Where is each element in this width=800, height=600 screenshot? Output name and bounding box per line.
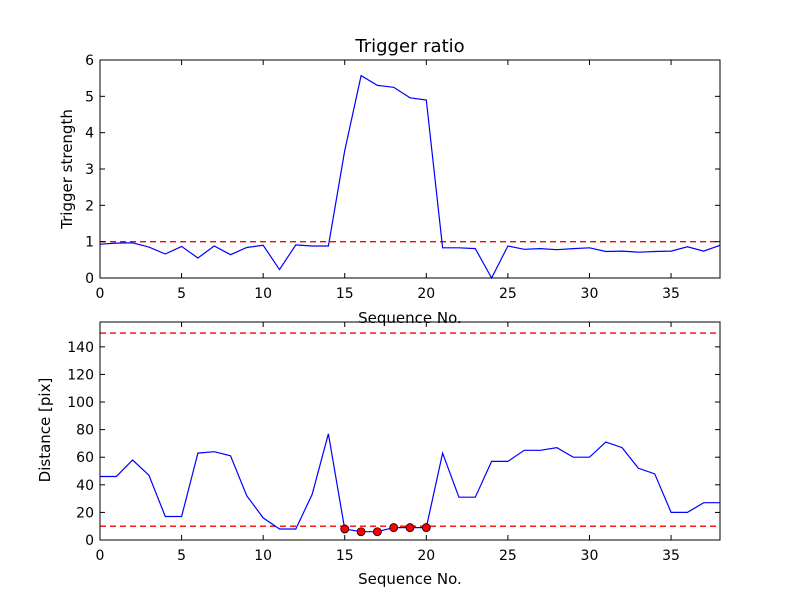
x-tick-label: 30 — [581, 548, 599, 564]
series-line — [99, 74, 721, 280]
x-tick-label: 10 — [254, 548, 272, 564]
data-point-marker — [372, 527, 382, 537]
y-tick-label: 3 — [85, 162, 94, 178]
x-tick-label: 15 — [336, 286, 354, 302]
y-tick-label: 40 — [76, 478, 94, 494]
x-tick-label: 5 — [177, 286, 186, 302]
data-point-marker — [356, 527, 366, 537]
x-tick-label: 15 — [336, 548, 354, 564]
y-tick-label: 60 — [76, 450, 94, 466]
y-tick-label: 2 — [85, 198, 94, 214]
x-tick-label: 20 — [417, 286, 435, 302]
y-tick-label: 80 — [76, 423, 94, 439]
distance-plot: Sequence No. Distance [pix] 0 5 10 15 20 25 30… — [36, 321, 721, 588]
data-point-marker — [389, 523, 399, 532]
y-tick-label: 0 — [85, 533, 94, 549]
y-tick-label: 100 — [67, 395, 94, 411]
x-tick-label: 5 — [177, 548, 186, 564]
y-axis-label: Trigger strength — [58, 109, 76, 230]
x-axis-label: Sequence No. — [358, 570, 462, 588]
plot-frame — [99, 321, 721, 541]
data-point-marker — [340, 524, 350, 534]
x-tick-label: 20 — [417, 548, 435, 564]
x-tick-label: 30 — [581, 286, 599, 302]
x-tick-label: 0 — [96, 548, 105, 564]
x-tick-label: 10 — [254, 286, 272, 302]
y-tick-label: 4 — [85, 126, 94, 142]
y-tick-label: 120 — [67, 367, 94, 383]
y-tick-label: 140 — [67, 340, 94, 356]
x-tick-label: 0 — [96, 286, 105, 302]
y-tick-label: 0 — [85, 271, 94, 287]
x-tick-label: 35 — [662, 548, 680, 564]
data-point-marker — [405, 523, 415, 532]
chart-title: Trigger ratio — [354, 36, 464, 57]
data-point-marker — [421, 523, 431, 532]
y-tick-label: 1 — [85, 235, 94, 251]
x-tick-label: 25 — [499, 286, 517, 302]
y-tick-label: 5 — [85, 89, 94, 105]
y-tick-label: 20 — [76, 505, 94, 521]
y-tick-label: 6 — [85, 53, 94, 69]
plot-marks: 0 5 10 15 20 25 30 35 0 1 2 3 4 5 6 — [85, 53, 721, 302]
x-axis-label: Sequence No. — [358, 309, 462, 327]
trigger-ratio-plot: Trigger ratio Sequence No. Trigger stren… — [58, 36, 721, 327]
x-tick-label: 35 — [662, 286, 680, 302]
y-axis-label: Distance [pix] — [36, 378, 54, 483]
plot-marks: 0 5 10 15 20 25 30 35 0 20 40 60 80 100 120 140 — [67, 321, 721, 564]
x-tick-label: 25 — [499, 548, 517, 564]
